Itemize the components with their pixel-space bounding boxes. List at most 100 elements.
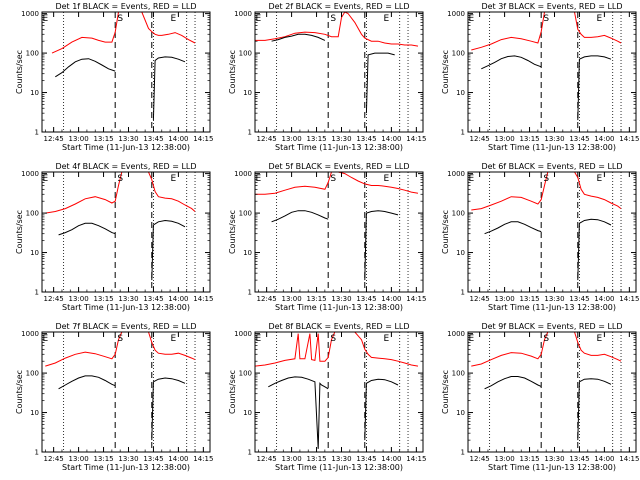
x-tick-label: 13:00	[69, 295, 89, 303]
event-marker-label: E	[255, 334, 261, 344]
x-tick-label: 14:00	[381, 295, 401, 303]
detector-panel: Det 4f BLACK = Events, RED = LLD 1 10 100 10…	[0, 160, 213, 320]
x-tick-label: 14:15	[406, 295, 426, 303]
x-tick-label: 13:00	[495, 455, 515, 463]
event-marker-label: E	[384, 174, 390, 184]
x-tick-label: 14:00	[168, 295, 188, 303]
x-tick-label: 14:00	[594, 135, 614, 143]
y-axis-label: Counts/sec	[15, 50, 24, 94]
x-tick-label: 13:45	[143, 455, 163, 463]
x-tick-label: 12:45	[257, 295, 277, 303]
x-tick-label: 14:15	[619, 135, 639, 143]
y-tick-label: 10	[243, 409, 252, 417]
y-tick-label: 1	[35, 289, 39, 297]
detector-chart: Det 7f BLACK = Events, RED = LLD 1 10 100 10…	[15, 322, 213, 472]
event-marker-label: E	[171, 334, 177, 344]
x-tick-label: 13:15	[519, 295, 539, 303]
x-tick-label: 13:30	[331, 135, 351, 143]
y-tick-label: 10	[243, 249, 252, 257]
x-tick-label: 13:00	[282, 455, 302, 463]
event-marker-label: E	[468, 334, 474, 344]
events-series-line	[58, 375, 186, 441]
detector-chart: Det 4f BLACK = Events, RED = LLD 1 10 100 10…	[15, 162, 213, 312]
x-tick-label: 13:30	[331, 455, 351, 463]
events-series-line	[484, 218, 612, 281]
detector-panel: Det 7f BLACK = Events, RED = LLD 1 10 100 10…	[0, 320, 213, 480]
event-marker-label: E	[384, 14, 390, 24]
x-tick-label: 12:45	[44, 455, 64, 463]
x-axis-label: Start Time (11-Jun-13 12:38:00)	[275, 463, 403, 472]
y-tick-label: 100	[452, 370, 465, 378]
y-tick-label: 100	[239, 50, 252, 58]
x-tick-label: 14:00	[594, 295, 614, 303]
event-marker-label: E	[255, 174, 261, 184]
lld-series-line	[254, 331, 419, 367]
event-marker-label: E	[597, 14, 603, 24]
y-tick-label: 1000	[447, 170, 465, 178]
detector-panel: Det 8f BLACK = Events, RED = LLD 1 10 100 10…	[213, 320, 426, 480]
y-tick-label: 100	[26, 210, 39, 218]
x-axis-label: Start Time (11-Jun-13 12:38:00)	[488, 463, 616, 472]
detector-panel: Det 2f BLACK = Events, RED = LLD 1 10 100 10…	[213, 0, 426, 160]
y-tick-label: 10	[30, 249, 39, 257]
x-tick-label: 14:15	[406, 135, 426, 143]
y-axis-label: Counts/sec	[441, 210, 450, 254]
detector-panel: Det 9f BLACK = Events, RED = LLD 1 10 100 10…	[426, 320, 639, 480]
detector-chart: Det 2f BLACK = Events, RED = LLD 1 10 100 10…	[228, 2, 426, 152]
x-axis-label: Start Time (11-Jun-13 12:38:00)	[275, 303, 403, 312]
x-tick-label: 14:00	[168, 455, 188, 463]
y-axis-label: Counts/sec	[228, 50, 237, 94]
x-tick-label: 13:45	[569, 295, 589, 303]
x-axis-label: Start Time (11-Jun-13 12:38:00)	[488, 143, 616, 152]
y-tick-label: 1000	[21, 10, 39, 18]
y-axis-label: Counts/sec	[228, 370, 237, 414]
detector-chart: Det 6f BLACK = Events, RED = LLD 1 10 100 10…	[441, 162, 639, 312]
event-marker-label: E	[42, 14, 48, 24]
y-axis-label: Counts/sec	[15, 370, 24, 414]
x-tick-label: 14:00	[381, 455, 401, 463]
event-marker-label: S	[117, 334, 123, 344]
y-tick-label: 1	[248, 449, 252, 457]
y-axis-label: Counts/sec	[441, 370, 450, 414]
x-tick-label: 13:00	[282, 135, 302, 143]
detector-panel: Det 1f BLACK = Events, RED = LLD 1 10 100 10…	[0, 0, 213, 160]
x-tick-label: 13:15	[306, 295, 326, 303]
detector-chart: Det 8f BLACK = Events, RED = LLD 1 10 100 10…	[228, 322, 426, 472]
chart-title: Det 6f BLACK = Events, RED = LLD	[481, 162, 622, 171]
y-tick-label: 1	[461, 129, 465, 137]
event-marker-label: S	[543, 174, 549, 184]
y-tick-label: 100	[26, 50, 39, 58]
plot-frame	[467, 11, 637, 133]
detector-panel: Det 3f BLACK = Events, RED = LLD 1 10 100 10…	[426, 0, 639, 160]
x-tick-label: 13:45	[569, 135, 589, 143]
event-marker-label: E	[42, 174, 48, 184]
plot-frame	[467, 171, 637, 293]
y-tick-label: 100	[239, 210, 252, 218]
y-tick-label: 1000	[234, 330, 252, 338]
x-tick-label: 13:15	[93, 135, 113, 143]
x-tick-label: 13:30	[544, 455, 564, 463]
x-tick-label: 13:15	[519, 455, 539, 463]
x-tick-label: 13:15	[519, 135, 539, 143]
chart-title: Det 3f BLACK = Events, RED = LLD	[481, 2, 622, 11]
y-tick-label: 1	[461, 289, 465, 297]
x-tick-label: 13:30	[331, 295, 351, 303]
event-marker-label: E	[468, 174, 474, 184]
y-tick-label: 1000	[234, 170, 252, 178]
y-tick-label: 1000	[21, 170, 39, 178]
y-tick-label: 1	[248, 129, 252, 137]
x-tick-label: 12:45	[257, 135, 277, 143]
chart-title: Det 9f BLACK = Events, RED = LLD	[481, 322, 622, 331]
x-axis-label: Start Time (11-Jun-13 12:38:00)	[488, 303, 616, 312]
x-tick-label: 13:15	[306, 135, 326, 143]
x-tick-label: 13:15	[93, 295, 113, 303]
x-tick-label: 14:00	[594, 455, 614, 463]
x-tick-label: 13:45	[143, 295, 163, 303]
x-tick-label: 13:00	[495, 295, 515, 303]
detector-chart: Det 5f BLACK = Events, RED = LLD 1 10 100 10…	[228, 162, 426, 312]
detector-panel: Det 5f BLACK = Events, RED = LLD 1 10 100 10…	[213, 160, 426, 320]
plot-frame	[41, 171, 211, 293]
events-series-line	[484, 376, 612, 441]
x-axis-label: Start Time (11-Jun-13 12:38:00)	[275, 143, 403, 152]
y-tick-label: 100	[452, 50, 465, 58]
